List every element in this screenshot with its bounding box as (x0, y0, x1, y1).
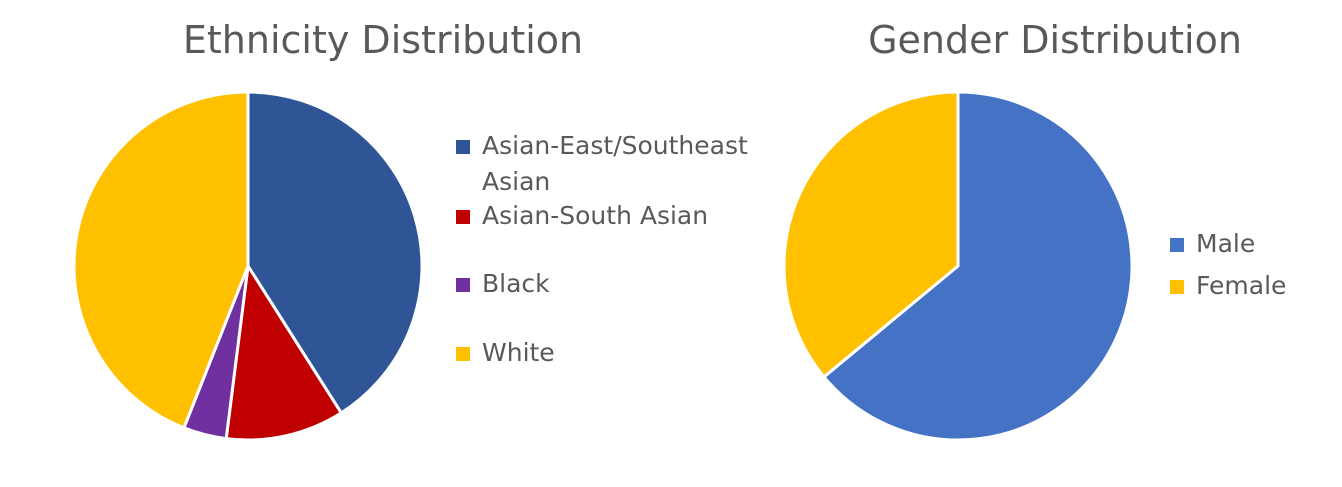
ethnicity-legend: Asian-East/Southeast Asian Asian-South As… (456, 128, 786, 371)
legend-label: White (482, 338, 555, 367)
legend-item-asian-south-asian: Asian-South Asian (456, 198, 786, 266)
legend-label: Asian-South Asian (482, 201, 709, 230)
legend-item-asian-east-southeast-asian: Asian-East/Southeast Asian (456, 128, 786, 198)
gender-chart-title: Gender Distribution (868, 18, 1242, 62)
legend-swatch (456, 140, 470, 154)
pie-slice-female (782, 90, 960, 379)
legend-swatch (456, 347, 470, 361)
legend-label: Male (1196, 229, 1256, 258)
legend-item-female: Female (1170, 268, 1340, 310)
pie-slice-male (822, 90, 1134, 442)
legend-item-white: White (456, 335, 786, 371)
ethnicity-chart-title: Ethnicity Distribution (182, 18, 584, 62)
legend-swatch (456, 278, 470, 292)
gender-pie (782, 90, 1134, 442)
legend-item-male: Male (1170, 226, 1340, 268)
legend-label: Female (1196, 271, 1287, 300)
legend-swatch (1170, 238, 1184, 252)
pie-slice-white (72, 90, 250, 430)
legend-label: Asian-East/Southeast Asian (482, 131, 748, 196)
ethnicity-chart: Ethnicity Distribution Asian-East/Southe… (72, 18, 786, 442)
ethnicity-pie (72, 90, 424, 442)
legend-label: Black (482, 269, 550, 298)
pie-slice-asian-south-asian (224, 264, 343, 442)
legend-item-black: Black (456, 266, 786, 335)
gender-chart: Gender Distribution Male Female (760, 0, 1342, 487)
gender-legend: Male Female (1170, 226, 1340, 310)
legend-swatch (456, 210, 470, 224)
legend-swatch (1170, 280, 1184, 294)
